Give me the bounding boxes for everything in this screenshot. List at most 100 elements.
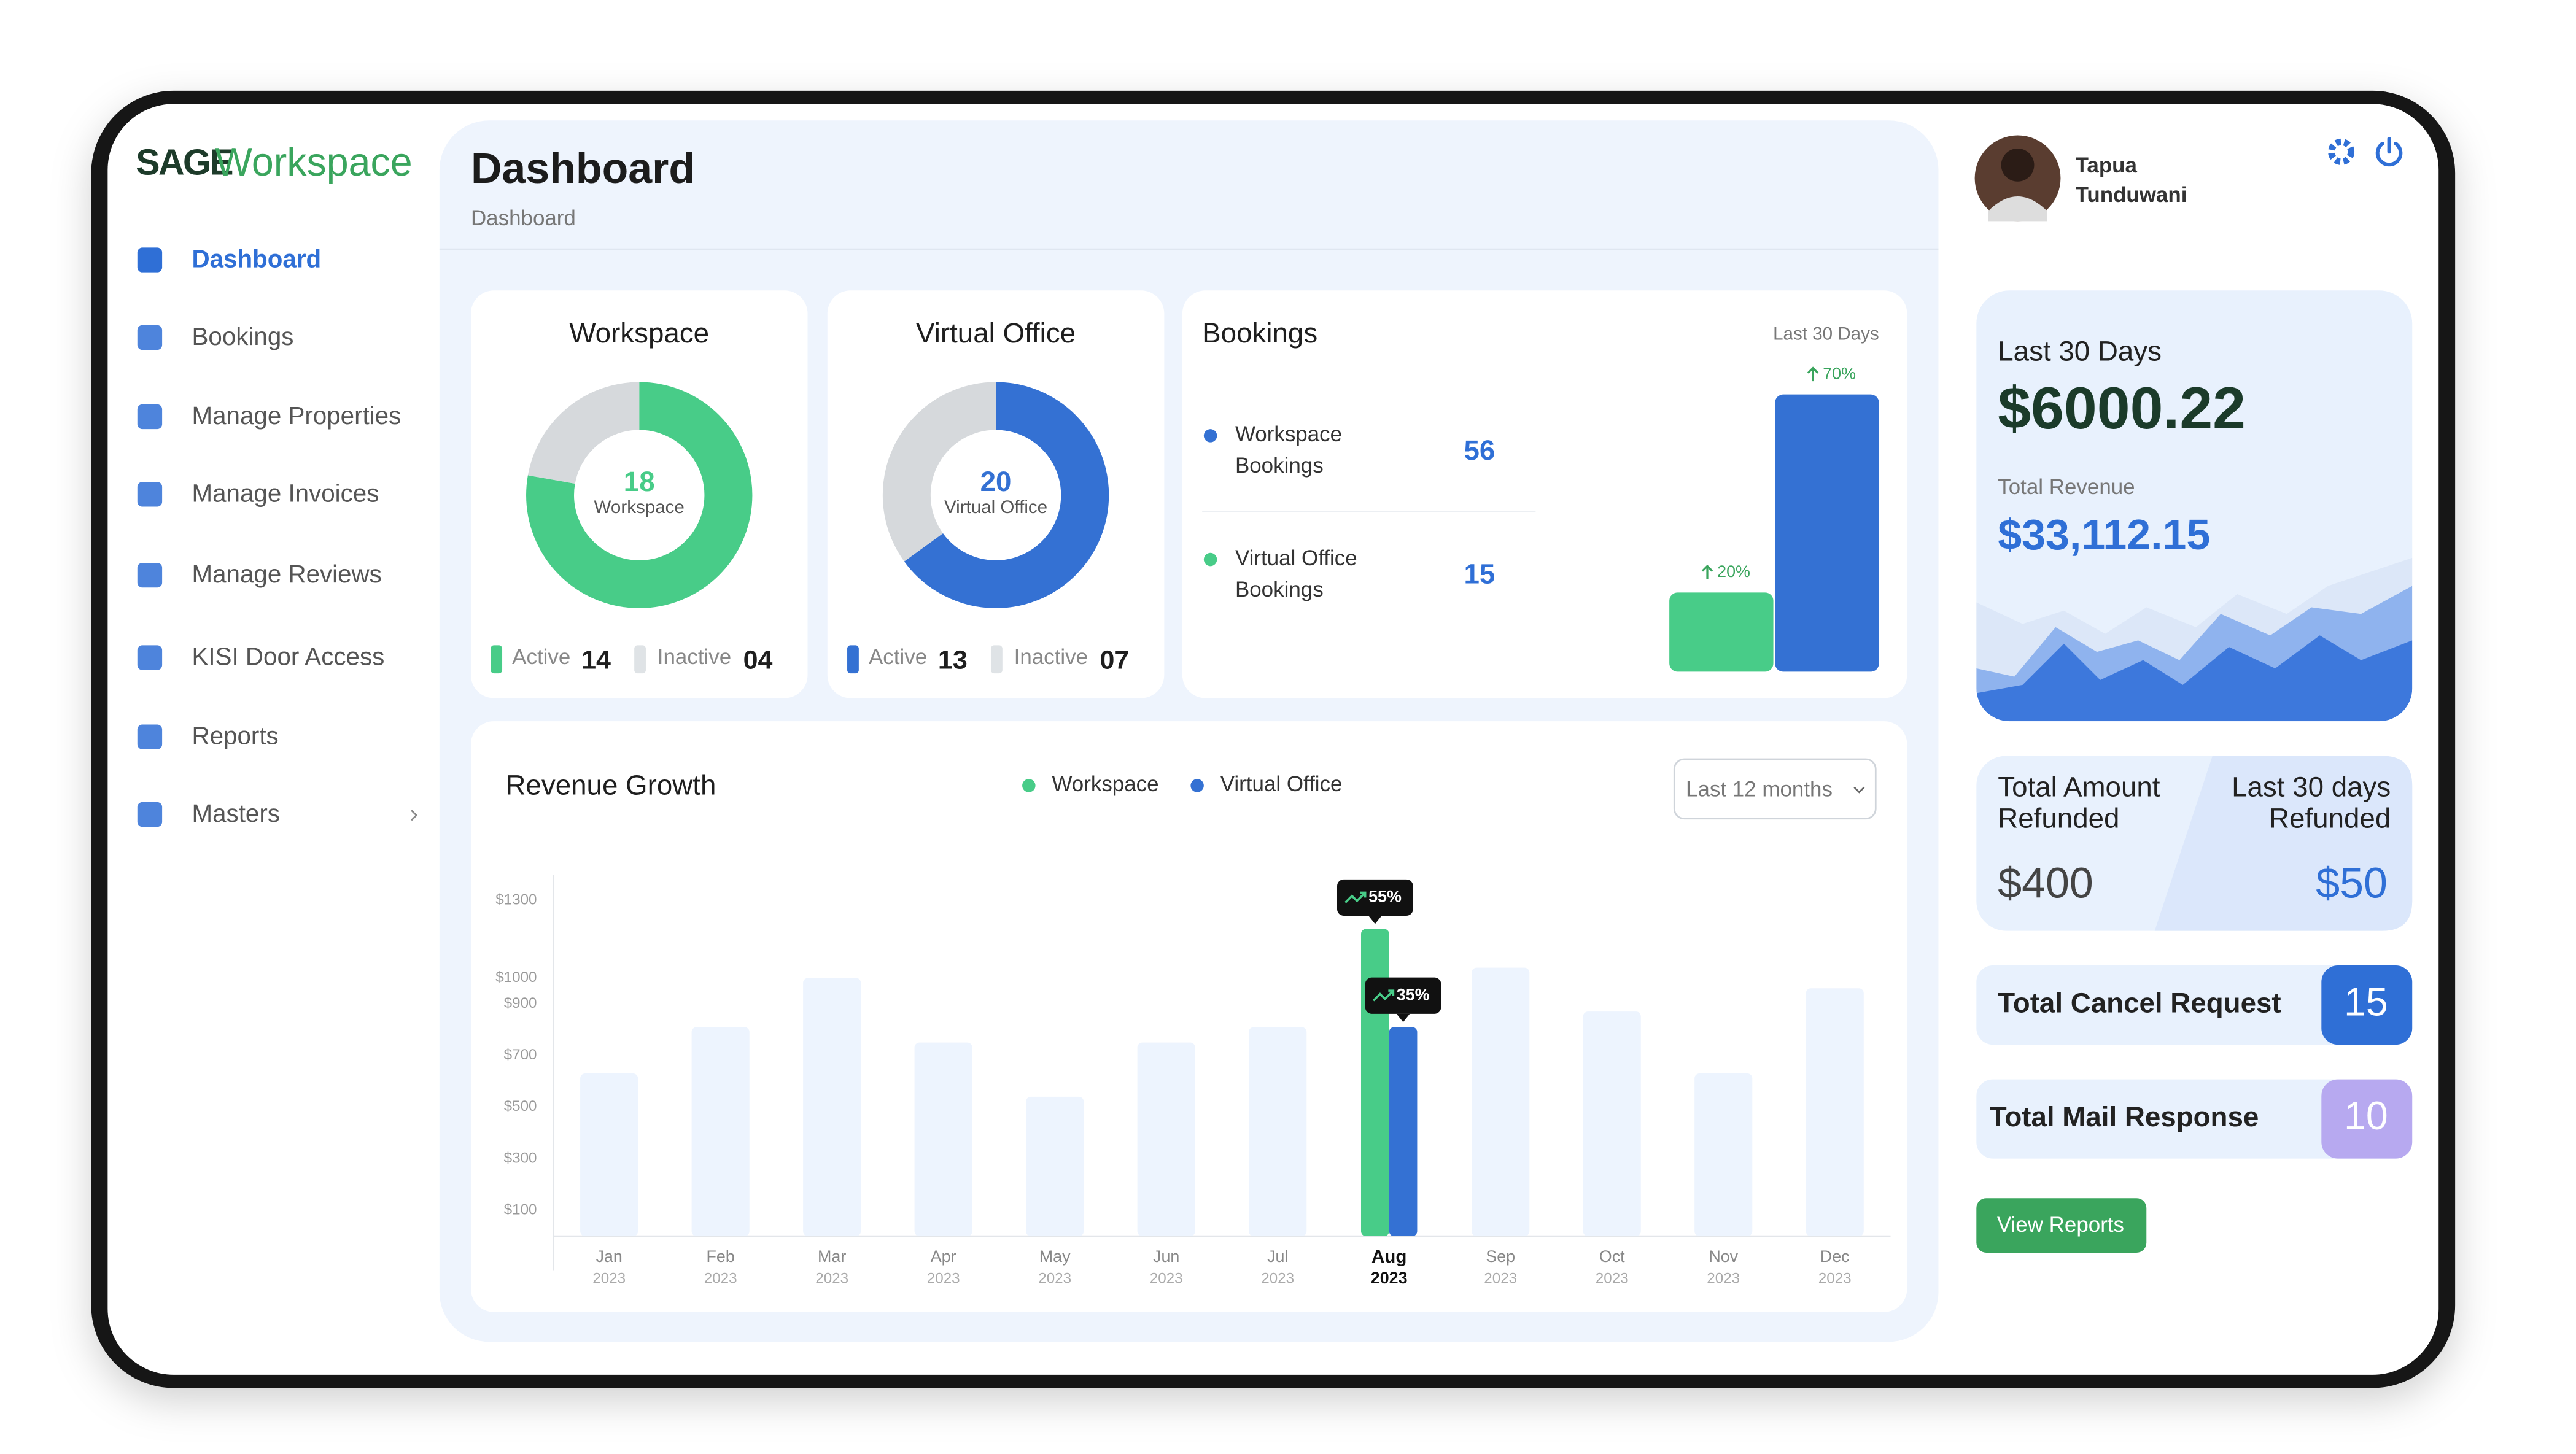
bar: [803, 978, 861, 1237]
chart-title: Revenue Growth: [505, 770, 716, 801]
x-tick-label: Jul: [1267, 1247, 1288, 1266]
item-dot: [1203, 429, 1217, 443]
x-tick-label: Apr: [931, 1247, 956, 1266]
x-tick-year: 2023: [927, 1270, 960, 1286]
virtual-office-card: [827, 290, 1165, 698]
donut-inactive: [526, 382, 753, 608]
nav-item[interactable]: Dashboard: [192, 245, 322, 273]
item-label: Workspace: [1235, 422, 1342, 446]
avatar-body: [1988, 196, 2047, 222]
booking-bar: [1669, 592, 1774, 672]
nav-item[interactable]: Manage Properties: [192, 401, 402, 430]
x-tick-label: Nov: [1709, 1247, 1738, 1266]
x-tick-label: Sep: [1486, 1247, 1515, 1266]
item-count: 15: [1464, 559, 1496, 590]
bar: [1389, 1027, 1418, 1237]
x-tick-year: 2023: [1707, 1270, 1740, 1286]
legend-swatch: [491, 645, 503, 674]
legend-label: Active: [512, 645, 570, 669]
x-tick-year: 2023: [1150, 1270, 1183, 1286]
bar: [1249, 1027, 1307, 1237]
range-label[interactable]: Last 12 months: [1686, 777, 1833, 801]
revenue-total-label: Total Revenue: [1998, 475, 2135, 499]
user-name: Tunduwani: [2076, 183, 2187, 207]
nav-icon: [137, 562, 163, 588]
nav-icon: [137, 404, 163, 430]
legend-label: Inactive: [1014, 645, 1088, 669]
trend-icon: [1344, 891, 1367, 903]
x-tick-label: Jun: [1153, 1247, 1179, 1266]
x-tick-label: Feb: [707, 1247, 735, 1266]
workspace-card: [470, 290, 808, 698]
y-tick-label: $1000: [495, 969, 537, 986]
card-title: Bookings: [1202, 317, 1317, 349]
badge-pointer: [1368, 915, 1382, 924]
item-count: 56: [1464, 435, 1496, 466]
donut-inactive: [882, 382, 1109, 608]
mail-label: Total Mail Response: [1990, 1101, 2259, 1132]
button-label[interactable]: View Reports: [1997, 1213, 2124, 1237]
view-reports-button[interactable]: [1976, 1198, 2147, 1253]
nav-item[interactable]: Masters: [192, 799, 280, 827]
user-name: Tapua: [2076, 153, 2138, 177]
bar: [1137, 1042, 1195, 1237]
nav-icon: [137, 482, 163, 507]
bar: [1583, 1011, 1641, 1237]
legend-value: 04: [743, 646, 773, 675]
nav-item[interactable]: Manage Invoices: [192, 479, 379, 507]
x-tick-label: Aug: [1371, 1247, 1406, 1267]
legend-value: 14: [581, 646, 611, 675]
card-title: Virtual Office: [916, 317, 1076, 349]
range-dropdown[interactable]: [1673, 758, 1877, 820]
legend-value: 13: [938, 646, 968, 675]
booking-bar: [1775, 394, 1879, 672]
x-tick-year: 2023: [1261, 1270, 1294, 1286]
refund-label: Total Amount: [1998, 771, 2160, 802]
legend-swatch: [847, 645, 859, 674]
dropdown-chevron: [1853, 786, 1865, 794]
x-tick-year: 2023: [1484, 1270, 1517, 1286]
y-tick-label: $1300: [495, 892, 537, 908]
x-tick-year: 2023: [1818, 1270, 1852, 1286]
nav-icon: [137, 247, 163, 273]
x-tick-label: Jan: [596, 1247, 622, 1266]
power-icon[interactable]: [2375, 136, 2403, 167]
legend-dot: [1022, 779, 1036, 792]
bar: [1026, 1096, 1084, 1237]
card-period: Last 30 Days: [1773, 324, 1879, 344]
revenue-area: [1976, 557, 2413, 722]
cancel-count-box: [2321, 965, 2413, 1045]
up-arrow: [1701, 565, 1713, 579]
legend-label: Inactive: [658, 645, 731, 669]
change-label: 70%: [1823, 364, 1856, 382]
legend-swatch: [990, 645, 1003, 674]
refund-label: Refunded: [1998, 803, 2119, 834]
revenue-period: Last 30 Days: [1998, 336, 2162, 367]
change-label: 20%: [1717, 562, 1750, 581]
nav-item[interactable]: KISI Door Access: [192, 643, 385, 671]
nav-item[interactable]: Reports: [192, 722, 279, 750]
legend-value: 07: [1100, 646, 1129, 675]
settings-icon[interactable]: [2328, 138, 2355, 165]
breadcrumb: Dashboard: [471, 206, 576, 230]
nav-icon: [137, 645, 163, 670]
cancel-count: 15: [2344, 980, 2388, 1024]
y-tick-label: $900: [504, 995, 537, 1011]
logo-brand: SAGE: [136, 142, 233, 183]
badge: [1336, 879, 1413, 916]
y-tick-label: $100: [504, 1201, 537, 1218]
nav-item[interactable]: Bookings: [192, 322, 294, 350]
refund-recent-label: Last 30 days: [2232, 771, 2391, 802]
y-tick-label: $500: [504, 1098, 537, 1115]
item-label: Virtual Office: [1235, 546, 1357, 570]
x-tick-year: 2023: [815, 1270, 848, 1286]
y-tick-label: $300: [504, 1150, 537, 1166]
item-label: Bookings: [1235, 578, 1324, 601]
x-tick-year: 2023: [1371, 1269, 1408, 1287]
refund-recent: $50: [2316, 859, 2388, 907]
x-tick-label: May: [1039, 1247, 1071, 1266]
item-dot: [1203, 552, 1217, 567]
nav-item[interactable]: Manage Reviews: [192, 560, 382, 588]
x-tick-year: 2023: [704, 1270, 737, 1286]
